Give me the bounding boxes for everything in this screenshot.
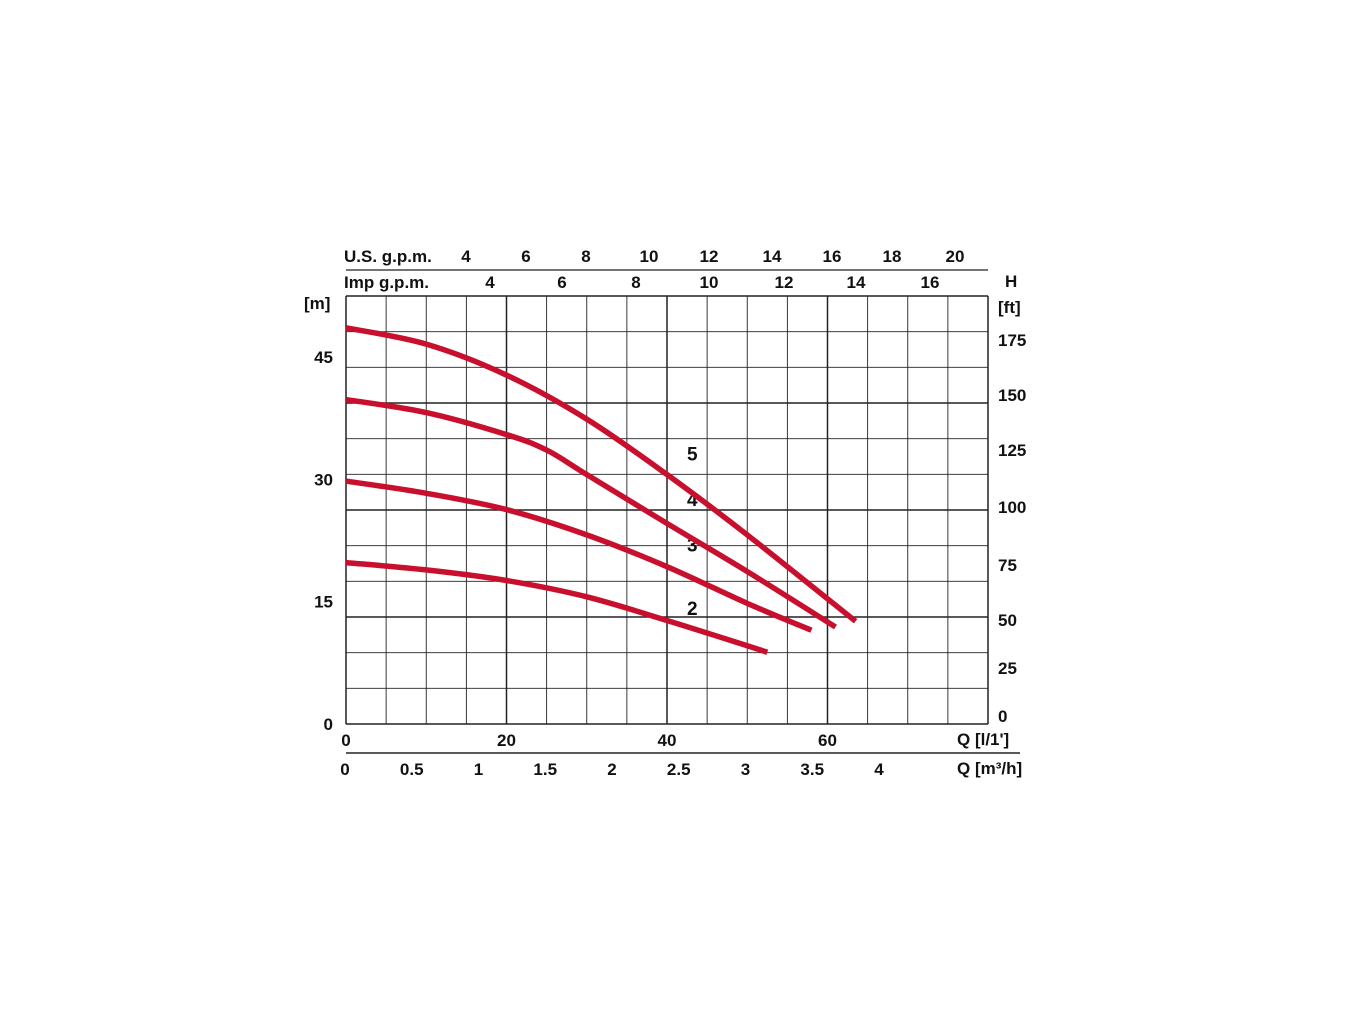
curve-2 <box>345 559 769 655</box>
tick-label-ft: 100 <box>998 498 1026 517</box>
tick-label-m: 15 <box>314 593 333 612</box>
axis-label-q-lmin: Q [l/1'] <box>957 730 1009 749</box>
tick-label-m: 30 <box>314 470 333 489</box>
tick-label-imp-gpm: 6 <box>557 273 566 292</box>
tick-label-imp-gpm: 4 <box>485 273 495 292</box>
tick-label-imp-gpm: 8 <box>631 273 640 292</box>
tick-label-us-gpm: 14 <box>763 247 782 266</box>
tick-label-m3h: 1 <box>474 760 483 779</box>
tick-label-imp-gpm: 12 <box>775 273 794 292</box>
performance-curves: 2 3 4 5 <box>345 325 858 655</box>
tick-label-ft: 0 <box>998 707 1007 726</box>
tick-label-us-gpm: 10 <box>640 247 659 266</box>
axis-label-imp-gpm: Imp g.p.m. <box>344 273 429 292</box>
axis-label-us-gpm: U.S. g.p.m. <box>344 247 432 266</box>
tick-label-m3h: 1.5 <box>533 760 557 779</box>
tick-label-m3h: 2.5 <box>667 760 691 779</box>
tick-label-lmin: 20 <box>497 731 516 750</box>
tick-label-us-gpm: 16 <box>823 247 842 266</box>
curve-label-5: 5 <box>687 444 698 465</box>
curve-label-2: 2 <box>687 599 698 620</box>
grid <box>345 269 1020 754</box>
tick-label-ft: 150 <box>998 386 1026 405</box>
tick-label-us-gpm: 18 <box>883 247 902 266</box>
tick-label-lmin: 60 <box>818 731 837 750</box>
curve-3 <box>345 478 813 633</box>
tick-label-ft: 25 <box>998 659 1017 678</box>
axis-label-h: H <box>1005 272 1017 291</box>
tick-label-m3h: 0.5 <box>400 760 424 779</box>
tick-label-m: 0 <box>324 715 333 734</box>
axis-labels: U.S. g.p.m. Imp g.p.m. [m] H [ft] Q [l/1… <box>304 247 1022 778</box>
axis-label-feet: [ft] <box>998 298 1021 317</box>
tick-label-m3h: 2 <box>607 760 616 779</box>
tick-label-ft: 125 <box>998 441 1026 460</box>
axis-label-meters: [m] <box>304 294 330 313</box>
tick-label-m3h: 3.5 <box>800 760 824 779</box>
tick-label-lmin: 40 <box>658 731 677 750</box>
axis-label-q-m3h: Q [m³/h] <box>957 759 1022 778</box>
tick-label-imp-gpm: 16 <box>921 273 940 292</box>
tick-label-ft: 175 <box>998 331 1026 350</box>
tick-label-ft: 75 <box>998 556 1017 575</box>
curve-4 <box>345 396 837 630</box>
tick-label-m3h: 0 <box>340 760 349 779</box>
curve-label-4: 4 <box>687 490 698 511</box>
curve-label-3: 3 <box>687 536 698 557</box>
tick-label-m: 45 <box>314 348 333 367</box>
tick-label-ft: 50 <box>998 611 1017 630</box>
tick-label-imp-gpm: 14 <box>847 273 866 292</box>
tick-label-m3h: 3 <box>741 760 750 779</box>
tick-label-us-gpm: 12 <box>700 247 719 266</box>
tick-label-lmin: 0 <box>341 731 350 750</box>
tick-label-us-gpm: 8 <box>581 247 590 266</box>
tick-label-us-gpm: 6 <box>521 247 530 266</box>
tick-label-imp-gpm: 10 <box>700 273 719 292</box>
tick-label-m3h: 4 <box>874 760 884 779</box>
tick-label-us-gpm: 20 <box>946 247 965 266</box>
tick-label-us-gpm: 4 <box>461 247 471 266</box>
curve-5 <box>345 325 858 624</box>
